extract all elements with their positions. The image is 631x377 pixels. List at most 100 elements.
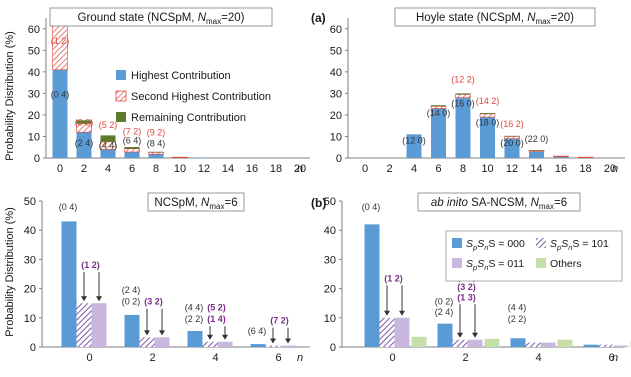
x-axis-symbol: n [297,163,303,175]
bar [187,330,203,347]
bar-segment [124,147,140,149]
bar [411,336,427,347]
legend-label: SpSnS = 011 [466,258,524,272]
bar-annotation: (16 0) [451,98,475,108]
bar-segment [148,151,164,153]
y-tick-label: 40 [28,67,40,79]
bar-annotation: (0 2) [122,297,141,307]
chart-title-box [147,192,245,212]
y-tick-label: 0 [30,342,36,354]
bar-annotation: (22 0) [525,134,549,144]
chart-title-text: Hoyle state (NCSpM, [416,12,527,24]
x-tick-label: 16 [246,163,258,175]
x-tick-label: 10 [481,163,493,175]
bar [525,342,541,347]
chart-title: NCSpM, Nmax=6 [154,197,237,211]
down-arrow-head [270,338,276,344]
bar-segment [148,154,164,158]
bar-segment [124,148,140,153]
y-tick-label: 50 [28,45,40,57]
y-tick-label: 20 [24,284,36,296]
bar-annotation: (14 2) [476,96,500,106]
bar-annotation: (0 4) [362,202,381,212]
y-tick-label: 40 [24,225,36,237]
x-tick-label: 6 [435,163,441,175]
bar-annotation: (8 4) [147,138,166,148]
x-tick-label: 0 [57,163,63,175]
chart-title-box [394,7,596,27]
bar-segment [406,134,422,158]
bar-segment [553,156,569,158]
x-axis-symbol: n [612,352,618,364]
bar-annotation: (1 2) [81,260,100,270]
legend-swatch [116,70,126,80]
y-tick-label: 20 [330,110,342,122]
bar-annotation: (9 2) [147,127,166,137]
bar-annotation: (18 0) [476,118,500,128]
bar-annotation: (0 2) [435,297,454,307]
bar-annotation: (1 2) [384,273,403,283]
bar-segment [100,149,116,158]
down-arrow-head [159,330,165,336]
bar [124,314,140,347]
legend-subscript: n [484,263,488,272]
bar-annotation: (5 2) [99,120,118,130]
chart-title: ab inito SA-NCSM, Nmax=6 [431,197,567,211]
legend-subscript: p [472,243,477,252]
bar-annotation: (7 2) [270,316,289,326]
x-tick-label: 18 [270,163,282,175]
chart-title-text: NCSpM, [154,197,201,209]
bar-segment [172,156,188,159]
chart-title: Ground state (NCSpM, Nmax=20) [78,12,245,26]
legend-swatch [452,238,462,248]
legend-subscript: p [472,263,477,272]
bar [484,338,500,347]
down-arrow-head [207,334,213,340]
bar [154,337,170,347]
chart-title-symbol: N [531,197,540,209]
bar-annotation: (2 2) [508,314,527,324]
bar-segment [504,135,520,137]
x-tick-label: 4 [535,352,541,364]
bar-segment [480,117,495,158]
bar [139,337,155,347]
bar [280,345,296,347]
legend-symbol: S [561,238,568,250]
legend-swatch [452,258,462,268]
legend-label-text: Others [550,258,582,270]
chart-title-italic: ab inito [431,197,469,209]
chart-title-text: Ground state (NCSpM, [78,12,198,24]
bar-annotation: (4 4) [508,303,527,313]
legend-swatch [536,258,546,268]
y-axis-label-top: Probability Distribution (%) [4,31,16,161]
bar [437,323,453,347]
y-tick-label: 30 [330,88,342,100]
y-tick-label: 0 [336,153,342,165]
legend-rest: S = 101 [572,238,609,250]
y-tick-label: 60 [28,24,40,36]
legend-swatch [116,112,126,122]
bar-segment [479,113,496,118]
bar-annotation: (20 0) [500,138,524,148]
bar [613,345,629,347]
bar-annotation: (3 2) [457,282,476,292]
bar-segment [455,93,471,95]
chart-title-text: =6 [224,197,237,209]
legend-rest: S = 000 [488,238,525,250]
bar-annotation: (6 4) [123,135,142,145]
x-tick-label: 10 [174,163,186,175]
chart-title-subscript: max [539,202,554,211]
bar [250,344,266,347]
bar-annotation: (2 2) [185,314,204,324]
legend-symbol: S [466,238,473,250]
bar-segment [553,155,569,158]
legend-symbol: S [477,258,484,270]
bar [394,317,410,347]
legend-label: SpSnS = 000 [466,238,525,252]
chart-title-text: =20) [551,12,575,24]
x-tick-label: 6 [275,352,281,364]
down-arrow-head [144,330,150,336]
bar-segment [431,105,446,107]
